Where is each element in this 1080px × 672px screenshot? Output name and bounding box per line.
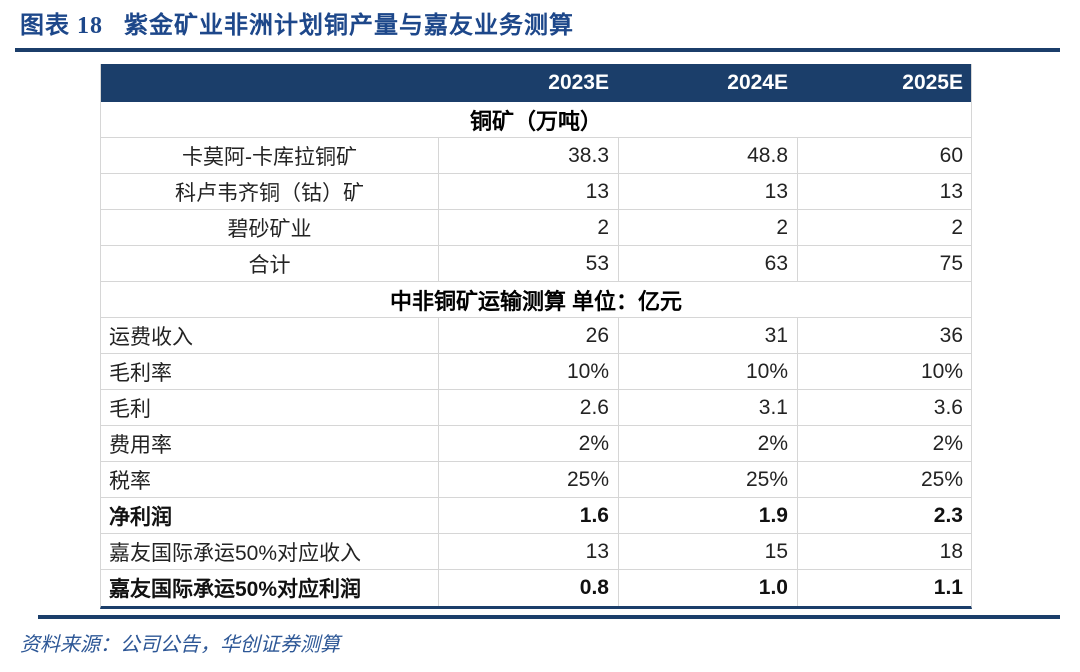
- estimates-table: 2023E 2024E 2025E 铜矿（万吨） 卡莫阿-卡库拉铜矿 38.3 …: [100, 64, 972, 609]
- col-header-2024e: 2024E: [727, 71, 788, 94]
- value-2025e: 36: [797, 318, 972, 353]
- value-2024e: 3.1: [618, 390, 797, 425]
- row-label: 运费收入: [109, 325, 193, 349]
- value-2024e: 13: [618, 174, 797, 209]
- row-label: 卡莫阿-卡库拉铜矿: [182, 145, 357, 169]
- table-row-jiayou-profit: 嘉友国际承运50%对应利润 0.8 1.0 1.1: [101, 570, 971, 606]
- header-empty-cell: [101, 64, 438, 102]
- value-2023e: 0.8: [438, 570, 618, 606]
- row-label: 毛利率: [109, 361, 172, 385]
- value-2025e: 25%: [797, 462, 972, 497]
- value-2023e: 10%: [438, 354, 618, 389]
- value-2024e: 63: [618, 246, 797, 281]
- figure-title: 图表 18 紫金矿业非洲计划铜产量与嘉友业务测算: [20, 13, 574, 39]
- table-row-total: 合计 53 63 75: [101, 246, 971, 282]
- table-row-bisha: 碧砂矿业 2 2 2: [101, 210, 971, 246]
- col-header-2025e: 2025E: [902, 71, 963, 94]
- section-title: 中非铜矿运输测算 单位：亿元: [389, 288, 683, 314]
- value-2025e: 13: [797, 174, 972, 209]
- row-label: 碧砂矿业: [227, 217, 312, 241]
- value-2025e: 10%: [797, 354, 972, 389]
- row-label: 嘉友国际承运50%对应收入: [109, 541, 362, 565]
- value-2023e: 13: [438, 174, 618, 209]
- table-row-gross-profit: 毛利 2.6 3.1 3.6: [101, 390, 971, 426]
- value-2024e: 31: [618, 318, 797, 353]
- row-label: 嘉友国际承运50%对应利润: [109, 578, 362, 601]
- value-2025e: 2%: [797, 426, 972, 461]
- value-2023e: 13: [438, 534, 618, 569]
- table-row-tax-rate: 税率 25% 25% 25%: [101, 462, 971, 498]
- table-row-kolwezi: 科卢韦齐铜（钴）矿 13 13 13: [101, 174, 971, 210]
- value-2025e: 60: [797, 138, 972, 173]
- row-label: 毛利: [109, 397, 151, 421]
- value-2025e: 3.6: [797, 390, 972, 425]
- table-row-jiayou-revenue: 嘉友国际承运50%对应收入 13 15 18: [101, 534, 971, 570]
- row-label: 净利润: [109, 505, 172, 529]
- section-header-copper-output: 铜矿（万吨）: [101, 102, 971, 138]
- value-2023e: 26: [438, 318, 618, 353]
- col-header-2023e: 2023E: [548, 71, 609, 94]
- section-title: 铜矿（万吨）: [469, 108, 602, 134]
- value-2024e: 48.8: [618, 138, 797, 173]
- value-2025e: 2.3: [797, 498, 972, 533]
- row-label: 科卢韦齐铜（钴）矿: [175, 181, 364, 205]
- value-2023e: 2: [438, 210, 618, 245]
- value-2023e: 53: [438, 246, 618, 281]
- table-row-kamoa: 卡莫阿-卡库拉铜矿 38.3 48.8 60: [101, 138, 971, 174]
- value-2025e: 2: [797, 210, 972, 245]
- value-2025e: 1.1: [797, 570, 972, 606]
- row-label: 合计: [248, 253, 291, 277]
- row-label: 费用率: [109, 433, 172, 457]
- value-2024e: 10%: [618, 354, 797, 389]
- title-underline: [15, 48, 1060, 52]
- table-row-freight-revenue: 运费收入 26 31 36: [101, 318, 971, 354]
- value-2024e: 1.9: [618, 498, 797, 533]
- value-2024e: 25%: [618, 462, 797, 497]
- value-2024e: 2%: [618, 426, 797, 461]
- row-label: 税率: [109, 469, 151, 493]
- table-row-expense-ratio: 费用率 2% 2% 2%: [101, 426, 971, 462]
- value-2025e: 18: [797, 534, 972, 569]
- value-2023e: 25%: [438, 462, 618, 497]
- value-2024e: 1.0: [618, 570, 797, 606]
- table-header-row: 2023E 2024E 2025E: [101, 64, 971, 102]
- source-note: 资料来源：公司公告，华创证券测算: [20, 634, 340, 656]
- value-2024e: 15: [618, 534, 797, 569]
- value-2023e: 2.6: [438, 390, 618, 425]
- value-2024e: 2: [618, 210, 797, 245]
- table-row-gross-margin: 毛利率 10% 10% 10%: [101, 354, 971, 390]
- value-2023e: 1.6: [438, 498, 618, 533]
- section-header-transport-estimate: 中非铜矿运输测算 单位：亿元: [101, 282, 971, 318]
- table-row-net-profit: 净利润 1.6 1.9 2.3: [101, 498, 971, 534]
- value-2023e: 2%: [438, 426, 618, 461]
- bottom-rule: [38, 615, 1060, 619]
- value-2025e: 75: [797, 246, 972, 281]
- value-2023e: 38.3: [438, 138, 618, 173]
